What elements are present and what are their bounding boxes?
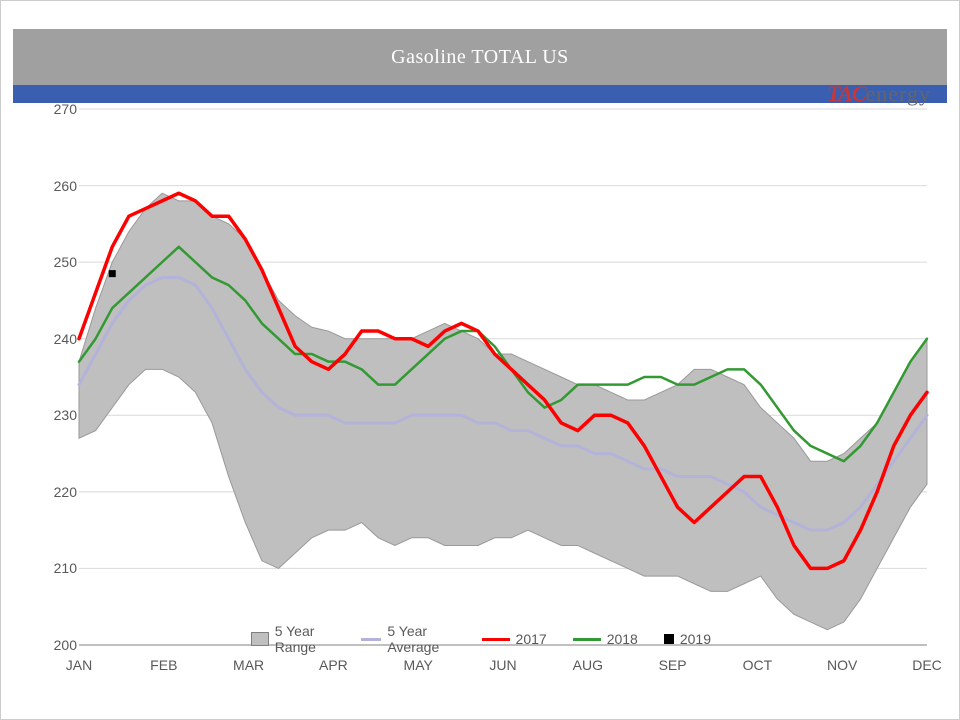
y-tick-label: 240 bbox=[37, 331, 77, 347]
title-bar: Gasoline TOTAL US bbox=[13, 29, 947, 85]
legend-label: 2019 bbox=[680, 631, 711, 647]
chart-plot-area: 5 Year Range 5 Year Average 2017 2018 20… bbox=[21, 89, 941, 689]
chart-page: Gasoline TOTAL US TACenergy 5 Year Range… bbox=[0, 0, 960, 720]
legend-item-2017: 2017 bbox=[482, 631, 547, 647]
x-tick-label: OCT bbox=[743, 657, 773, 673]
legend-item-2019: 2019 bbox=[664, 631, 711, 647]
y-tick-label: 220 bbox=[37, 484, 77, 500]
x-tick-label: MAR bbox=[233, 657, 264, 673]
y-tick-label: 230 bbox=[37, 407, 77, 423]
legend-label: 2017 bbox=[516, 631, 547, 647]
x-tick-label: NOV bbox=[827, 657, 857, 673]
avg-swatch-icon bbox=[361, 638, 381, 641]
y-tick-label: 250 bbox=[37, 254, 77, 270]
series-y2019-marker bbox=[109, 270, 116, 277]
legend-item-range: 5 Year Range bbox=[251, 623, 335, 655]
y-tick-label: 200 bbox=[37, 637, 77, 653]
chart-svg bbox=[21, 89, 941, 689]
chart-legend: 5 Year Range 5 Year Average 2017 2018 20… bbox=[251, 623, 711, 655]
legend-label: 2018 bbox=[607, 631, 638, 647]
x-tick-label: AUG bbox=[573, 657, 603, 673]
legend-label: 5 Year Range bbox=[275, 623, 336, 655]
x-tick-label: APR bbox=[319, 657, 348, 673]
y-tick-label: 270 bbox=[37, 101, 77, 117]
x-tick-label: DEC bbox=[912, 657, 942, 673]
x-tick-label: JAN bbox=[66, 657, 92, 673]
x-tick-label: JUN bbox=[489, 657, 516, 673]
x-tick-label: FEB bbox=[150, 657, 177, 673]
range-area bbox=[79, 193, 927, 629]
legend-item-avg: 5 Year Average bbox=[361, 623, 455, 655]
legend-item-2018: 2018 bbox=[573, 631, 638, 647]
y-tick-label: 210 bbox=[37, 560, 77, 576]
y2019-swatch-icon bbox=[664, 634, 674, 644]
y2018-swatch-icon bbox=[573, 638, 601, 641]
y-tick-label: 260 bbox=[37, 178, 77, 194]
x-tick-label: SEP bbox=[659, 657, 687, 673]
range-swatch-icon bbox=[251, 632, 269, 646]
legend-label: 5 Year Average bbox=[387, 623, 455, 655]
y2017-swatch-icon bbox=[482, 638, 510, 641]
x-tick-label: MAY bbox=[404, 657, 433, 673]
chart-title: Gasoline TOTAL US bbox=[391, 46, 569, 69]
